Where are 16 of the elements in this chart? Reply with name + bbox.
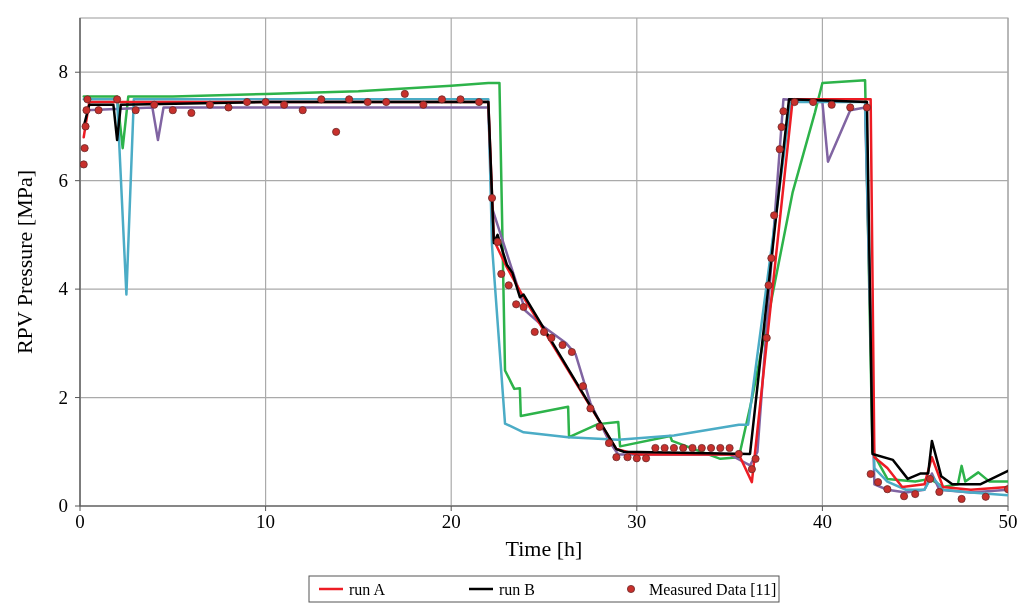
y-tick-label: 8 <box>58 61 68 83</box>
x-tick-label: 0 <box>75 511 85 532</box>
x-tick-label: 20 <box>441 511 461 532</box>
x-tick-label: 40 <box>812 511 832 532</box>
x-tick-label: 10 <box>256 511 276 532</box>
y-tick-label: 4 <box>58 278 69 300</box>
y-tick-label: 0 <box>58 495 68 516</box>
x-tick-label: 50 <box>998 511 1018 532</box>
y-tick-label: 2 <box>58 386 68 408</box>
x-tick-label: 30 <box>627 511 647 532</box>
legend-label: run B <box>499 581 535 598</box>
legend-label: run A <box>349 581 386 598</box>
x-axis-title: Time [h] <box>505 536 583 561</box>
y-tick-label: 6 <box>58 169 68 191</box>
legend-label: Measured Data [11] <box>649 581 777 598</box>
y-axis-title: RPV Pressure [MPa] <box>12 169 37 355</box>
